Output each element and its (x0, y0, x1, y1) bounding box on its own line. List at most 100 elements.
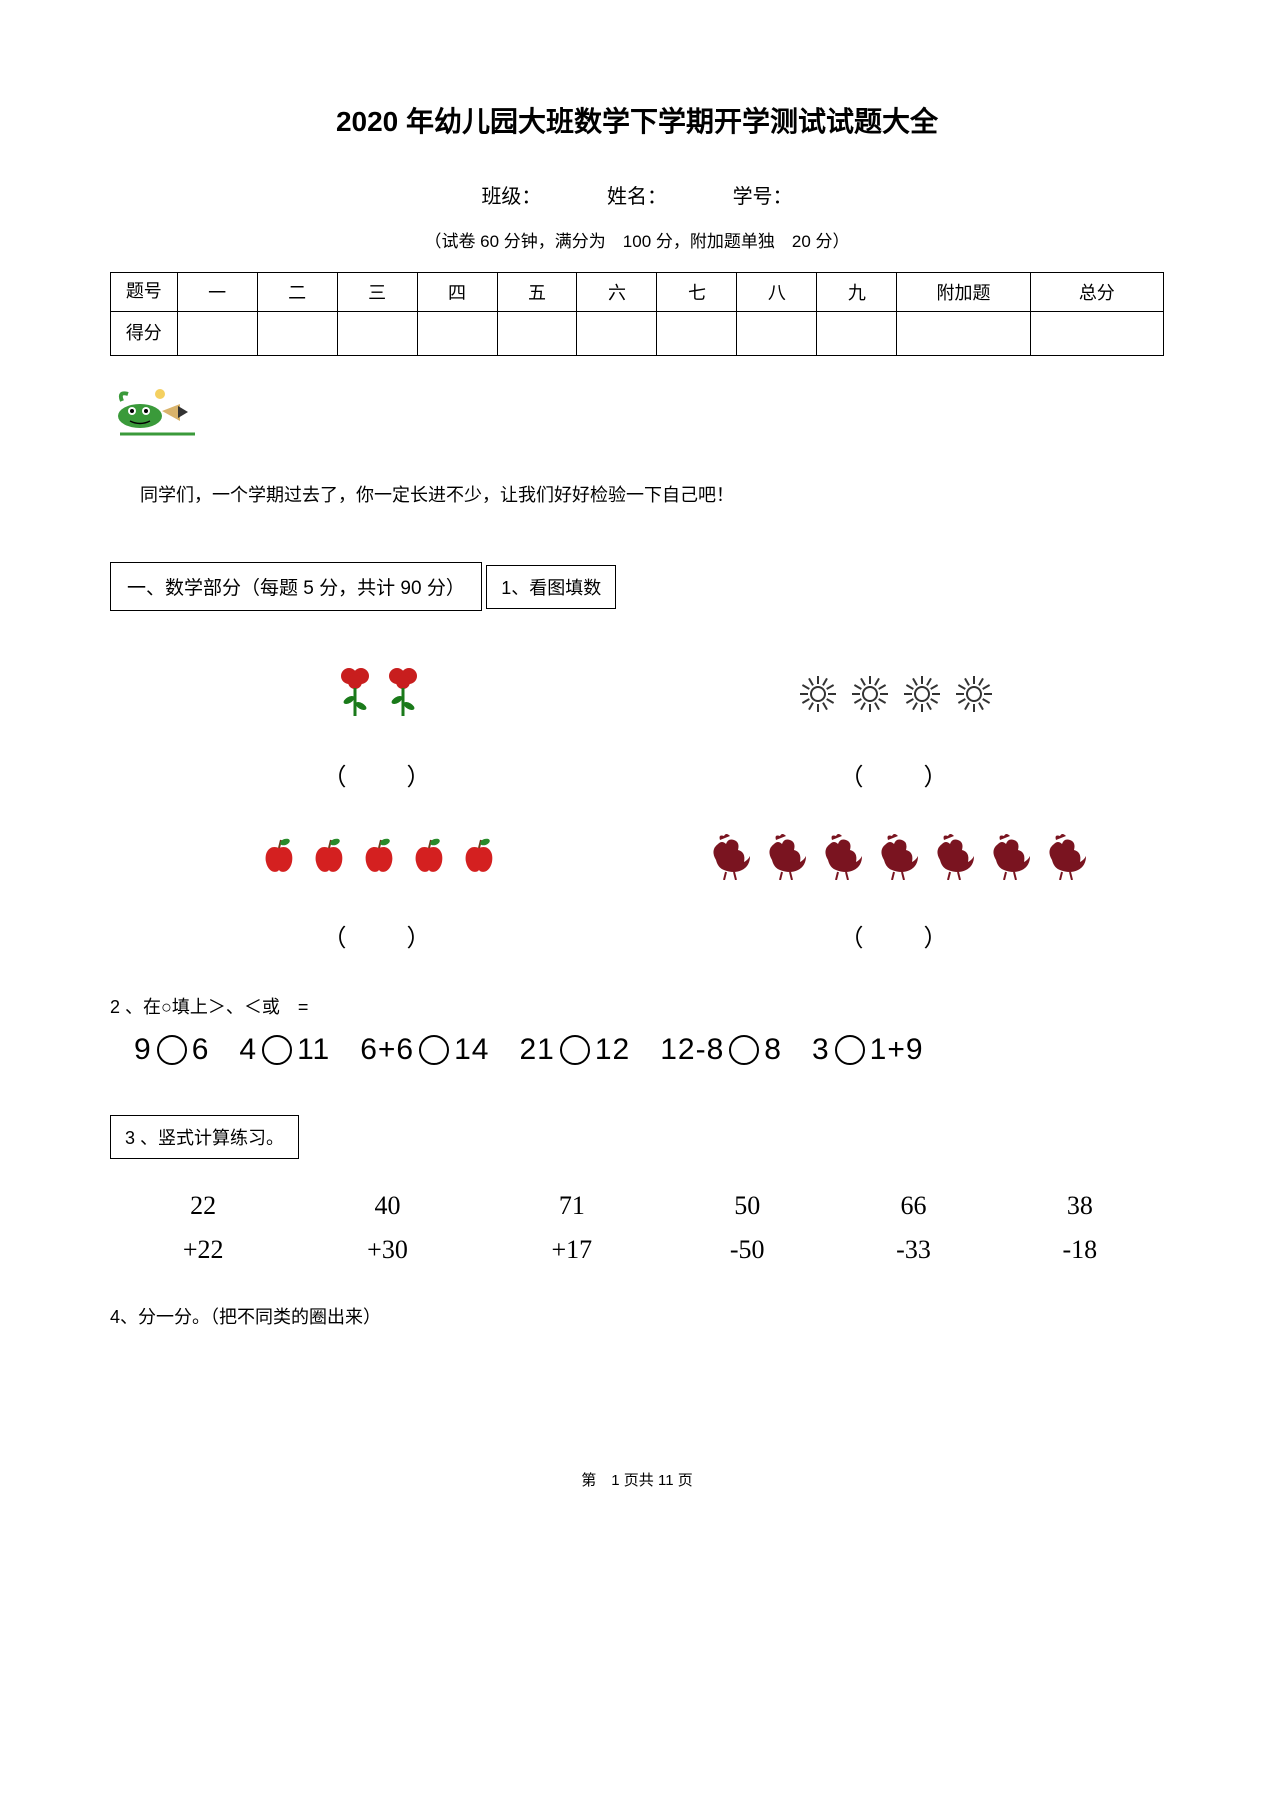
q3-bottom: -33 (831, 1229, 995, 1271)
apple-row (150, 822, 607, 892)
pencil-decoration (110, 376, 1164, 451)
col-header: 九 (817, 273, 897, 312)
score-cell (897, 312, 1030, 356)
score-cell (337, 312, 417, 356)
pencil-icon (110, 376, 200, 451)
q2-right: 14 (454, 1033, 489, 1067)
page-footer: 第 1 页共 11 页 (110, 1469, 1164, 1490)
q3-bottom: +17 (481, 1229, 663, 1271)
col-header: 八 (737, 273, 817, 312)
row-label-score: 得分 (111, 312, 178, 356)
section-heading: 一、数学部分（每题 5 分，共计 90 分） (110, 562, 482, 611)
sun-row (667, 661, 1124, 731)
rooster-icon (1040, 830, 1088, 885)
score-table: 题号 一 二 三 四 五 六 七 八 九 附加题 总分 得分 (110, 272, 1164, 356)
question-4-label: 4、分一分。（把不同类的圈出来） (110, 1303, 1164, 1329)
q2-right: 1+9 (870, 1033, 924, 1067)
score-cell (497, 312, 577, 356)
q1-cell: （ ） (150, 822, 607, 953)
question-3-label: 3 、竖式计算练习。 (110, 1115, 299, 1159)
q2-right: 12 (595, 1033, 630, 1067)
rooster-icon (760, 830, 808, 885)
rooster-icon (928, 830, 976, 885)
rooster-icon (984, 830, 1032, 885)
q1-grid: （ ） （ ） （ ） （ ） (150, 661, 1124, 953)
col-header: 五 (497, 273, 577, 312)
q3-top: 50 (665, 1185, 829, 1227)
col-header: 六 (577, 273, 657, 312)
rooster-icon (872, 830, 920, 885)
table-row: 题号 一 二 三 四 五 六 七 八 九 附加题 总分 (111, 273, 1164, 312)
q2-right: 8 (764, 1033, 782, 1067)
circle-blank (729, 1035, 759, 1065)
col-header: 总分 (1030, 273, 1163, 312)
q3-bottom: +22 (112, 1229, 294, 1271)
circle-blank (262, 1035, 292, 1065)
q2-left: 21 (519, 1033, 554, 1067)
apple-icon (358, 834, 400, 881)
score-cell (417, 312, 497, 356)
q2-left: 9 (134, 1033, 152, 1067)
student-info-row: 班级： 姓名： 学号： (110, 180, 1164, 209)
question-2-label: 2 、在○填上＞、＜或 = (110, 993, 1164, 1019)
sun-icon (796, 672, 840, 721)
answer-blank: （ ） (150, 918, 607, 953)
page-title: 2020 年幼儿园大班数学下学期开学测试试题大全 (110, 100, 1164, 140)
q2-right: 6 (192, 1033, 210, 1067)
circle-blank (835, 1035, 865, 1065)
footer-prefix: 第 (581, 1472, 611, 1489)
q2-left: 12-8 (660, 1033, 724, 1067)
score-cell (1030, 312, 1163, 356)
rooster-row (667, 822, 1124, 892)
table-row: +22+30+17-50-33-18 (112, 1229, 1162, 1271)
sun-icon (900, 672, 944, 721)
apple-icon (258, 834, 300, 881)
q2-left: 3 (812, 1033, 830, 1067)
q3-bottom: -50 (665, 1229, 829, 1271)
answer-blank: （ ） (150, 757, 607, 792)
score-cell (817, 312, 897, 356)
score-cell (657, 312, 737, 356)
row-label-number: 题号 (111, 273, 178, 312)
col-header: 一 (177, 273, 257, 312)
circle-blank (419, 1035, 449, 1065)
q2-left: 4 (239, 1033, 257, 1067)
q3-top: 40 (296, 1185, 478, 1227)
rose-icon (335, 666, 375, 727)
circle-blank (560, 1035, 590, 1065)
table-row: 得分 (111, 312, 1164, 356)
answer-blank: （ ） (667, 757, 1124, 792)
q2-right: 11 (297, 1033, 330, 1067)
col-header: 附加题 (897, 273, 1030, 312)
col-header: 七 (657, 273, 737, 312)
apple-icon (308, 834, 350, 881)
footer-total: 11 (658, 1472, 674, 1489)
col-header: 二 (257, 273, 337, 312)
col-header: 四 (417, 273, 497, 312)
q3-table: 224071506638+22+30+17-50-33-18 (110, 1183, 1164, 1273)
class-label: 班级： (481, 180, 541, 209)
score-cell (577, 312, 657, 356)
footer-page: 1 (611, 1472, 619, 1489)
name-label: 姓名： (607, 180, 667, 209)
q3-top: 71 (481, 1185, 663, 1227)
exam-note: （试卷 60 分钟，满分为 100 分，附加题单独 20 分） (110, 227, 1164, 252)
circle-blank (157, 1035, 187, 1065)
score-cell (177, 312, 257, 356)
question-1-label: 1、看图填数 (486, 565, 616, 609)
table-row: 224071506638 (112, 1185, 1162, 1227)
q2-left: 6+6 (360, 1033, 414, 1067)
q3-top: 22 (112, 1185, 294, 1227)
score-cell (737, 312, 817, 356)
rooster-icon (704, 830, 752, 885)
sun-icon (952, 672, 996, 721)
answer-blank: （ ） (667, 918, 1124, 953)
intro-text: 同学们，一个学期过去了，你一定长进不少，让我们好好检验一下自己吧！ (140, 481, 1134, 507)
q3-top: 66 (831, 1185, 995, 1227)
q2-expressions: 9 64 11 6+6 14 21 12 12-8 83 1+9 (134, 1033, 1164, 1067)
q1-cell: （ ） (667, 822, 1124, 953)
sun-icon (848, 672, 892, 721)
footer-suffix: 页 (674, 1472, 693, 1489)
q3-bottom: -18 (998, 1229, 1162, 1271)
score-cell (257, 312, 337, 356)
